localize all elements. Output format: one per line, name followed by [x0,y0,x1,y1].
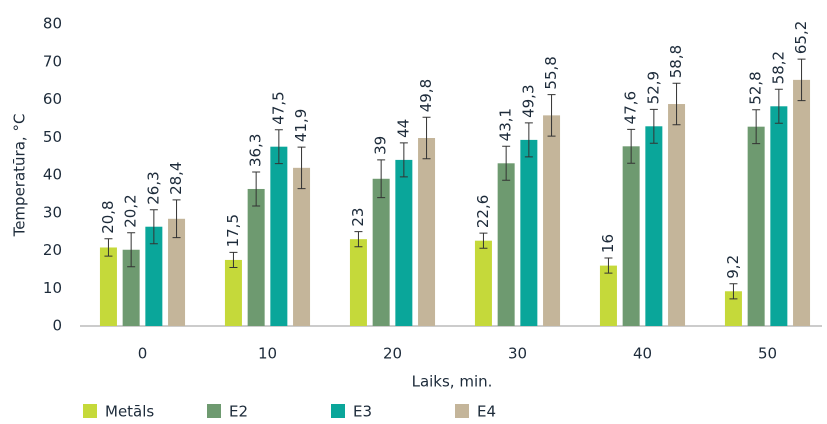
error-bar [354,231,363,248]
bar [599,265,617,326]
legend-label: E4 [477,403,496,421]
y-tick-label: 20 [43,241,62,259]
value-label: 22,6 [474,195,492,228]
error-bar [149,209,158,245]
bar [793,79,811,327]
value-label: 47,6 [622,91,640,124]
error-bar [547,94,556,137]
error-bar [729,283,738,300]
error-bar [502,145,511,181]
bar [293,167,311,326]
error-bar [627,128,636,164]
bar [349,239,367,326]
y-tick-label: 10 [43,279,62,297]
error-bar [252,171,261,207]
bar [520,139,538,326]
value-label: 65,2 [792,21,810,54]
y-tick-label: 0 [52,317,62,335]
y-tick-label: 30 [43,203,62,221]
value-label: 58,8 [667,45,685,78]
x-tick-label: 0 [138,345,148,363]
y-axis-title: Temperatūra, °C [11,114,29,238]
bar [668,104,686,326]
bar [145,226,163,326]
legend-label: Metāls [105,403,154,421]
value-label: 28,4 [167,162,185,195]
bar [622,146,640,326]
value-label: 16 [599,234,617,253]
bar [168,218,186,326]
bar [474,240,492,326]
value-label: 52,9 [644,71,662,104]
bar [645,126,663,327]
value-label: 49,3 [519,84,537,117]
error-bar [479,232,488,249]
value-label: 39 [372,136,390,155]
bar [418,138,436,326]
error-bar [229,251,238,268]
x-tick-label: 30 [508,345,527,363]
legend-swatch [207,404,221,418]
error-bar [127,232,136,268]
value-label: 41,9 [292,109,310,142]
x-tick-label: 10 [258,345,277,363]
error-bar [752,109,761,145]
bar [270,146,288,326]
y-tick-label: 40 [43,166,62,184]
bar [770,106,788,326]
error-bar [297,146,306,190]
bar [543,115,561,326]
bar [372,178,390,326]
bar [224,259,242,326]
error-bar [524,122,533,158]
value-label: 49,8 [417,79,435,112]
error-bar [104,238,113,257]
bar [99,247,117,326]
value-label: 17,5 [224,214,242,247]
error-bar [672,82,681,126]
value-label: 20,2 [122,194,140,227]
bar [247,188,265,326]
value-label: 23 [349,208,367,227]
bar [497,163,515,326]
value-label: 26,3 [144,171,162,204]
value-label: 44 [394,119,412,138]
value-label: 9,2 [724,255,742,279]
value-label: 58,2 [769,51,787,84]
value-label: 43,1 [497,108,515,141]
legend-swatch [331,404,345,418]
error-bar [399,142,408,178]
error-bar [774,88,783,124]
y-tick-label: 80 [43,15,62,33]
value-label: 20,8 [99,200,117,233]
x-tick-label: 50 [758,345,777,363]
bar [724,291,742,326]
y-tick-label: 50 [43,128,62,146]
legend-label: E3 [353,403,372,421]
error-bar [604,257,613,274]
bar [122,249,140,326]
y-tick-label: 70 [43,52,62,70]
bar [747,126,765,327]
legend-swatch [83,404,97,418]
legend-swatch [455,404,469,418]
x-axis-title: Laiks, min. [412,373,493,391]
x-tick-label: 40 [633,345,652,363]
error-bar [377,159,386,199]
error-bar [649,108,658,144]
x-tick-label: 20 [383,345,402,363]
error-bar [274,129,283,165]
error-bar [422,116,431,160]
legend-label: E2 [229,403,248,421]
value-label: 55,8 [542,56,560,89]
bar [395,159,413,326]
value-label: 52,8 [747,71,765,104]
value-label: 36,3 [247,134,265,167]
error-bar [797,58,806,102]
error-bar [172,199,181,239]
y-tick-label: 60 [43,90,62,108]
value-label: 47,5 [269,91,287,124]
